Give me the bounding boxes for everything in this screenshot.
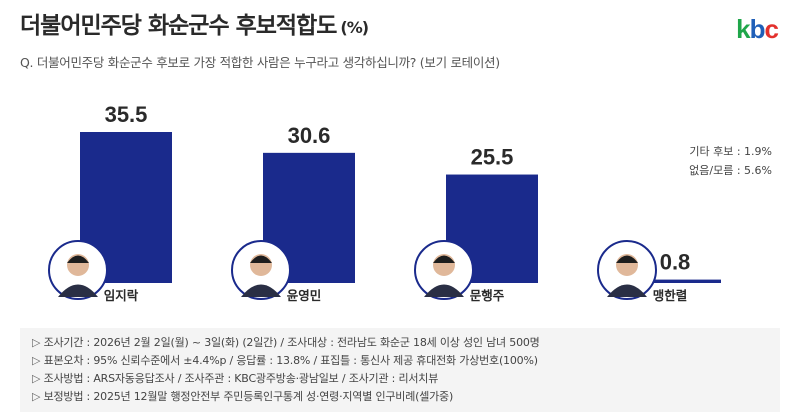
candidate-photo-3 (414, 240, 474, 300)
chart-unit: (%) (340, 18, 369, 37)
kbc-logo: kbc (736, 14, 780, 45)
weighting-method: 보정방법 : 2025년 12월말 행정안전부 주민등록인구통계 성·연령·지역… (32, 388, 768, 406)
chart-title: 더불어민주당 화순군수 후보적합도 (%) (20, 6, 369, 40)
candidate-name-4: 맹한렬 (653, 288, 688, 303)
bar-4 (629, 279, 721, 283)
logo-letter-c: c (764, 14, 780, 44)
logo-letter-k: k (736, 14, 751, 44)
chart-title-text: 더불어민주당 화순군수 후보적합도 (20, 13, 337, 39)
candidate-name-1: 임지락 (104, 288, 139, 303)
candidate-name-2: 윤영민 (287, 288, 322, 303)
value-label-2: 30.6 (288, 123, 331, 148)
candidate-photo-1 (48, 240, 108, 300)
side-note-other: 기타 후보 : 1.9% (689, 145, 772, 158)
survey-question: Q. 더불어민주당 화순군수 후보로 가장 적합한 사람은 누구라고 생각하십니… (20, 55, 500, 70)
value-label-4: 0.8 (660, 250, 691, 275)
bar-chart: 35.5 임지락 30.6 윤영민 25.5 문행주 0.8 맹한렬 (48, 102, 721, 303)
value-label-1: 35.5 (105, 102, 148, 127)
value-label-3: 25.5 (471, 145, 514, 170)
side-note-none: 없음/모름 : 5.6% (689, 164, 772, 177)
logo-letter-b: b (749, 14, 766, 44)
survey-info-box: 조사기간 : 2026년 2월 2일(월) ~ 3일(화) (2일간) / 조사… (20, 328, 780, 412)
candidate-photo-2 (231, 240, 291, 300)
candidate-name-3: 문행주 (470, 288, 505, 303)
side-notes: 기타 후보 : 1.9% 없음/모름 : 5.6% (689, 142, 772, 180)
survey-period: 조사기간 : 2026년 2월 2일(월) ~ 3일(화) (2일간) / 조사… (32, 334, 768, 352)
sampling-error: 표본오차 : 95% 신뢰수준에서 ±4.4%p / 응답률 : 13.8% /… (32, 352, 768, 370)
candidate-photo-4 (597, 240, 657, 300)
survey-method: 조사방법 : ARS자동응답조사 / 조사주관 : KBC광주방송·광남일보 /… (32, 370, 768, 388)
